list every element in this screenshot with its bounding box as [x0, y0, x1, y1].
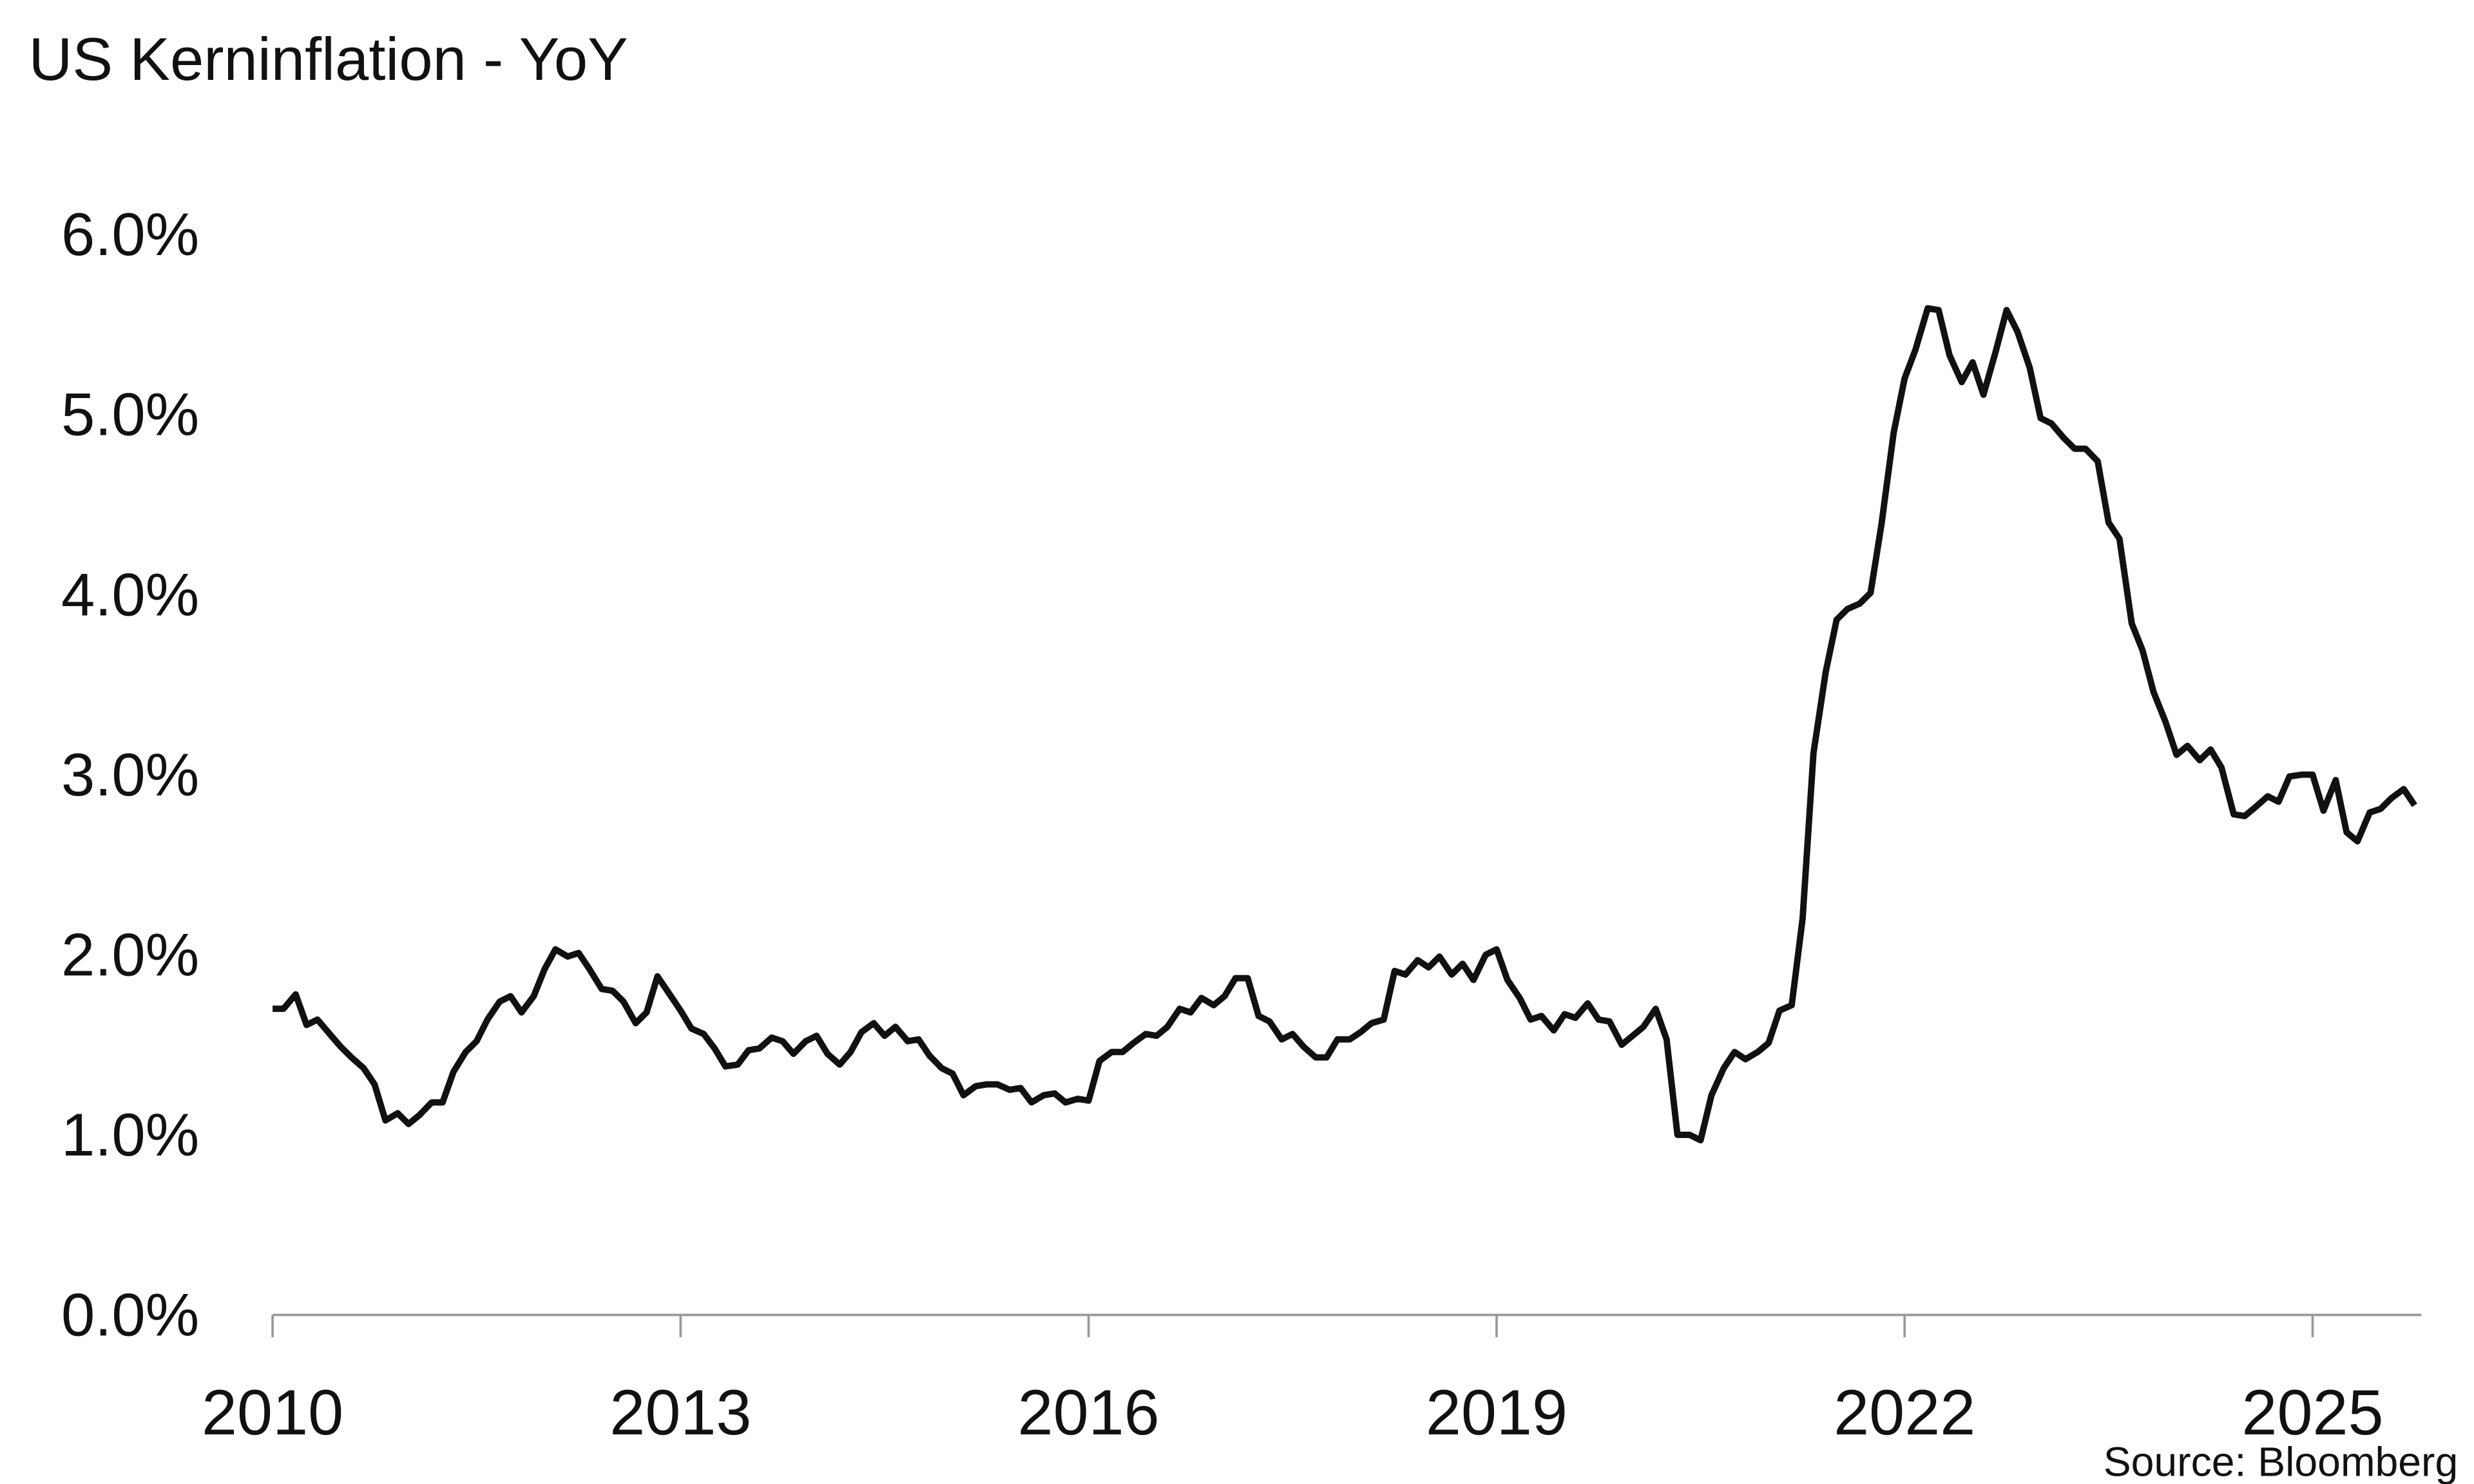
source-note: Source: Bloomberg	[2104, 1438, 2459, 1484]
data-line	[273, 305, 2417, 1144]
y-tick-label: 4.0%	[61, 560, 199, 628]
y-tick-label: 1.0%	[61, 1101, 199, 1168]
chart-title: US Kerninflation - YoY	[29, 25, 628, 93]
x-tick-label: 2016	[1018, 1376, 1160, 1448]
x-tick-label: 2013	[609, 1376, 751, 1448]
x-tick-label: 2022	[1834, 1376, 1975, 1448]
x-tick-label: 2019	[1426, 1376, 1568, 1448]
y-tick-label: 3.0%	[61, 741, 199, 808]
y-tick-label: 0.0%	[61, 1281, 199, 1349]
x-tick-label: 2025	[2241, 1376, 2383, 1448]
y-tick-label: 5.0%	[61, 381, 199, 448]
y-tick-label: 6.0%	[61, 200, 199, 268]
y-tick-label: 2.0%	[61, 920, 199, 988]
x-tick-label: 2010	[202, 1376, 343, 1448]
